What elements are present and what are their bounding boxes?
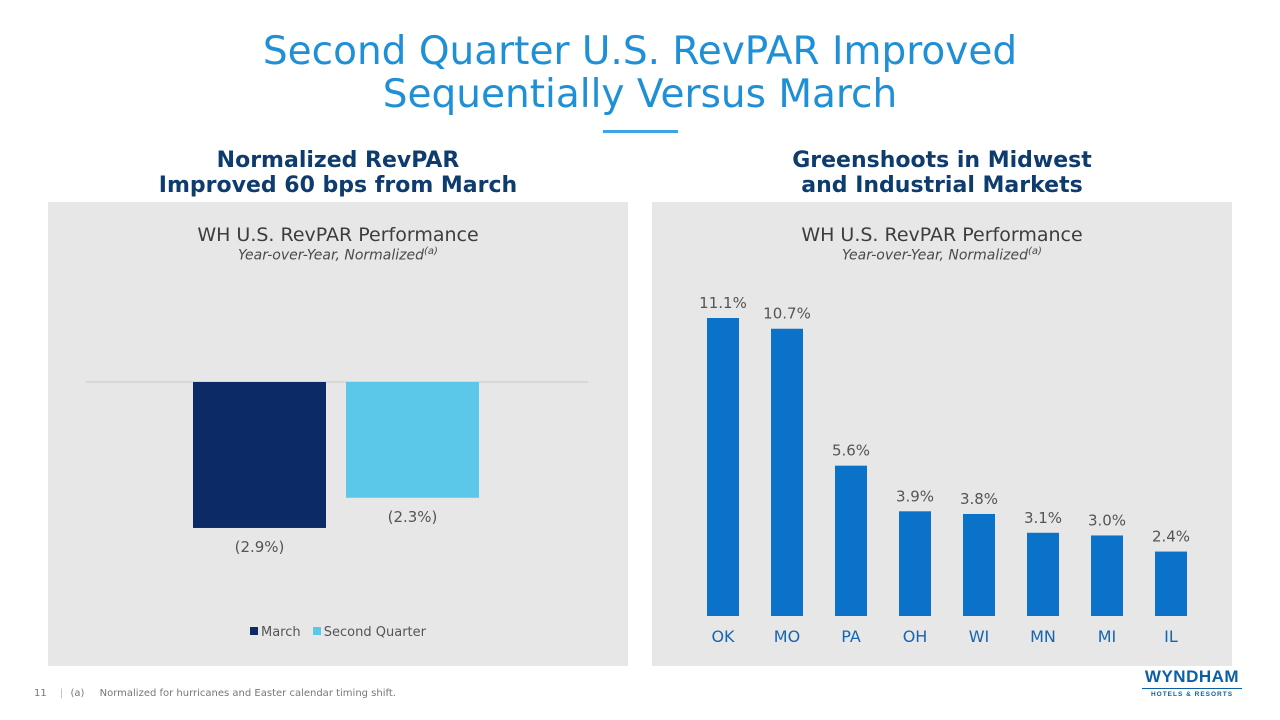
data-label-mo: 10.7% bbox=[763, 305, 811, 323]
legend-label-second-quarter: Second Quarter bbox=[323, 625, 426, 640]
x-tick-ok: OK bbox=[711, 627, 735, 646]
footnote-mark: (a) bbox=[70, 688, 85, 699]
footer-divider: | bbox=[59, 688, 64, 699]
title-line-1: Second Quarter U.S. RevPAR Improved bbox=[262, 29, 1018, 74]
logo-rule bbox=[1142, 688, 1242, 689]
bar-mn bbox=[1027, 532, 1059, 616]
bar-mi bbox=[1091, 535, 1123, 616]
title-line-2: Sequentially Versus March bbox=[382, 72, 898, 117]
footnote-text: Normalized for hurricanes and Easter cal… bbox=[99, 688, 396, 699]
chart-subtitle-text: Year-over-Year, Normalized bbox=[842, 247, 1028, 264]
legend-label-march: March bbox=[261, 625, 301, 640]
x-tick-mn: MN bbox=[1030, 627, 1056, 646]
page-number: 11 bbox=[34, 688, 47, 699]
bar-second-quarter bbox=[346, 382, 479, 498]
state-revpar-bar-chart: 11.1% OK 10.7% MO 5.6% PA 3.9% OH 3.8% WI 3.1% MN 3.… bbox=[699, 294, 1190, 646]
data-label-ok: 11.1% bbox=[699, 294, 747, 312]
chart-subtitle: Year-over-Year, Normalized(a) bbox=[48, 246, 628, 264]
logo-subtext: HOTELS & RESORTS bbox=[1150, 691, 1234, 698]
right-heading-line-1: Greenshoots in Midwest bbox=[792, 148, 1092, 173]
bar-mo bbox=[771, 328, 803, 616]
x-tick-pa: PA bbox=[841, 627, 861, 646]
chart-legend: March Second Quarter bbox=[48, 625, 628, 640]
x-tick-il: IL bbox=[1164, 627, 1178, 646]
right-heading-line-2: and Industrial Markets bbox=[801, 173, 1083, 198]
bar-oh bbox=[899, 511, 931, 616]
legend-swatch-march bbox=[250, 627, 258, 635]
left-heading-line-2: Improved 60 bps from March bbox=[158, 173, 518, 198]
chart-subtitle-text: Year-over-Year, Normalized bbox=[238, 247, 424, 264]
legend-swatch-second-quarter bbox=[312, 627, 321, 635]
wyndham-logo: WYNDHAM HOTELS & RESORTS bbox=[1136, 668, 1248, 698]
data-label-pa: 5.6% bbox=[832, 442, 870, 460]
data-label-oh: 3.9% bbox=[896, 487, 934, 505]
title-underline bbox=[603, 130, 678, 133]
x-tick-mo: MO bbox=[774, 627, 800, 646]
chart-title: WH U.S. RevPAR Performance bbox=[197, 224, 479, 246]
data-label-march: (2.9%) bbox=[235, 538, 285, 556]
footer: 11 | (a) Normalized for hurricanes and E… bbox=[34, 688, 396, 699]
left-heading-line-1: Normalized RevPAR bbox=[216, 148, 460, 173]
x-tick-oh: OH bbox=[903, 627, 928, 646]
bar-il bbox=[1155, 551, 1187, 616]
right-heading: Greenshoots in Midwest and Industrial Ma… bbox=[652, 148, 1232, 198]
slide-title: Second Quarter U.S. RevPAR Improved Sequ… bbox=[0, 30, 1280, 116]
march-vs-q2-chart-panel: WH U.S. RevPAR Performance Year-over-Yea… bbox=[48, 202, 628, 666]
data-label-second-quarter: (2.3%) bbox=[388, 508, 438, 526]
bar-wi bbox=[963, 513, 995, 616]
x-tick-mi: MI bbox=[1098, 627, 1117, 646]
x-tick-wi: WI bbox=[969, 627, 990, 646]
data-label-mn: 3.1% bbox=[1024, 509, 1062, 527]
left-heading: Normalized RevPAR Improved 60 bps from M… bbox=[48, 148, 628, 198]
bar-pa bbox=[835, 465, 867, 616]
data-label-il: 2.4% bbox=[1152, 528, 1190, 546]
chart-subtitle: Year-over-Year, Normalized(a) bbox=[652, 246, 1232, 264]
chart-subtitle-footnote: (a) bbox=[424, 246, 438, 257]
chart-title: WH U.S. RevPAR Performance bbox=[801, 224, 1083, 246]
data-label-mi: 3.0% bbox=[1088, 511, 1126, 529]
logo-wordmark: WYNDHAM bbox=[1144, 667, 1240, 686]
bar-ok bbox=[707, 318, 739, 616]
legend-item-march: March bbox=[250, 625, 301, 640]
chart-subtitle-footnote: (a) bbox=[1028, 246, 1042, 257]
legend-item-second-quarter: Second Quarter bbox=[312, 625, 426, 640]
march-vs-q2-bar-chart: (2.9%) (2.3%) bbox=[86, 381, 588, 556]
state-revpar-chart-panel: WH U.S. RevPAR Performance Year-over-Yea… bbox=[652, 202, 1232, 666]
bar-march bbox=[193, 382, 326, 528]
data-label-wi: 3.8% bbox=[960, 490, 998, 508]
